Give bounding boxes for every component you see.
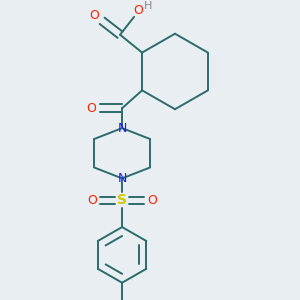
Text: O: O — [87, 194, 97, 207]
Text: S: S — [117, 193, 127, 207]
Text: H: H — [144, 1, 152, 11]
Text: O: O — [89, 9, 99, 22]
Text: N: N — [117, 172, 127, 185]
Text: N: N — [117, 122, 127, 135]
Text: O: O — [133, 4, 143, 17]
Text: O: O — [86, 102, 96, 115]
Text: O: O — [147, 194, 157, 207]
